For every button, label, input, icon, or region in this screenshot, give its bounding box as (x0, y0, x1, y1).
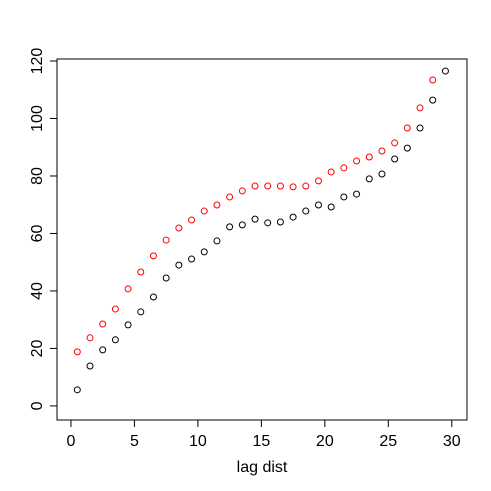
point (149, 252, 157, 260)
point (226, 193, 234, 201)
point (365, 175, 373, 183)
point (200, 207, 208, 215)
point (99, 346, 107, 354)
point (403, 144, 411, 152)
y-tick-label: 120 (29, 48, 46, 75)
point (429, 76, 437, 84)
point (226, 223, 234, 231)
x-axis-label: lag dist (237, 459, 288, 476)
point (137, 268, 145, 276)
point (441, 67, 449, 75)
point (99, 320, 107, 328)
point (149, 293, 157, 301)
y-tick-label: 40 (29, 282, 46, 300)
point (340, 193, 348, 201)
point (416, 124, 424, 132)
y-tick-label: 0 (29, 401, 46, 410)
x-tick-label: 25 (379, 433, 397, 450)
point (391, 139, 399, 147)
point (378, 170, 386, 178)
point (276, 218, 284, 226)
point (276, 182, 284, 190)
point (175, 224, 183, 232)
point (289, 213, 297, 221)
point (264, 182, 272, 190)
point (188, 255, 196, 263)
point (213, 201, 221, 209)
point (353, 190, 361, 198)
point (340, 164, 348, 172)
point (175, 261, 183, 269)
point (200, 248, 208, 256)
x-tick-label: 20 (316, 433, 334, 450)
point (124, 321, 132, 329)
point (264, 219, 272, 227)
point (137, 308, 145, 316)
point (327, 203, 335, 211)
y-tick-label: 60 (29, 224, 46, 242)
point (353, 157, 361, 165)
point (327, 168, 335, 176)
point (365, 153, 373, 161)
x-tick-label: 0 (67, 433, 76, 450)
x-tick-label: 15 (252, 433, 270, 450)
x-tick-label: 30 (443, 433, 461, 450)
point (73, 386, 81, 394)
point (378, 147, 386, 155)
point (251, 215, 259, 223)
point (302, 182, 310, 190)
point (302, 207, 310, 215)
x-tick-label: 5 (130, 433, 139, 450)
point (251, 182, 259, 190)
x-tick-label: 10 (189, 433, 207, 450)
y-tick-label: 100 (29, 105, 46, 132)
point (111, 336, 119, 344)
point (403, 124, 411, 132)
point (162, 236, 170, 244)
point (213, 237, 221, 245)
point (238, 187, 246, 195)
plot-box (56, 58, 468, 421)
point (73, 348, 81, 356)
point (124, 285, 132, 293)
y-tick-label: 80 (29, 167, 46, 185)
point (111, 305, 119, 313)
point (86, 362, 94, 370)
point (416, 104, 424, 112)
point (429, 96, 437, 104)
point (314, 201, 322, 209)
point (391, 155, 399, 163)
point (238, 221, 246, 229)
point (86, 334, 94, 342)
point (188, 216, 196, 224)
point (314, 177, 322, 185)
y-tick-label: 20 (29, 339, 46, 357)
point (289, 183, 297, 191)
point (162, 274, 170, 282)
